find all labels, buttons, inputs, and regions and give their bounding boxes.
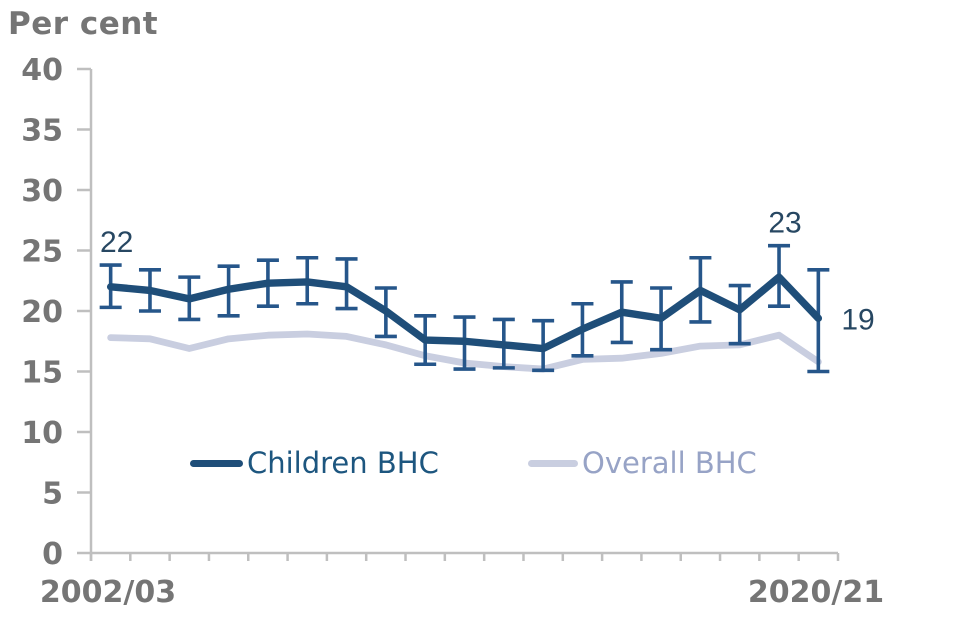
y-axis-tick-label: 20 bbox=[21, 295, 63, 330]
children-bhc-line bbox=[106, 273, 823, 353]
x-axis-label-last: 2020/21 bbox=[747, 575, 885, 610]
y-axis-tick-label: 35 bbox=[21, 114, 63, 149]
overall-bhc-line-swatch bbox=[528, 459, 578, 467]
legend-label-overall-bhc: Overall BHC bbox=[582, 445, 757, 480]
y-axis-tick-label: 25 bbox=[21, 235, 63, 270]
y-axis-tick-label: 0 bbox=[42, 537, 63, 572]
legend-item-overall-bhc: Overall BHC bbox=[528, 445, 757, 480]
data-label-23: 23 bbox=[768, 207, 801, 240]
data-label-22: 22 bbox=[100, 226, 133, 259]
y-axis-tick-label: 15 bbox=[21, 356, 63, 391]
y-axis-tick-label: 40 bbox=[21, 53, 63, 88]
x-axis-label-first: 2002/03 bbox=[39, 575, 177, 610]
y-axis-tick-label: 30 bbox=[21, 174, 63, 209]
data-label-19: 19 bbox=[841, 303, 874, 336]
y-axis-tick-label: 10 bbox=[21, 416, 63, 451]
children-bhc-line-swatch bbox=[190, 459, 243, 467]
y-axis-tick-label: 5 bbox=[42, 477, 63, 512]
legend-label-children-bhc: Children BHC bbox=[247, 445, 439, 480]
legend-item-children-bhc: Children BHC bbox=[190, 445, 439, 480]
y-axis-title: Per cent bbox=[8, 6, 159, 42]
